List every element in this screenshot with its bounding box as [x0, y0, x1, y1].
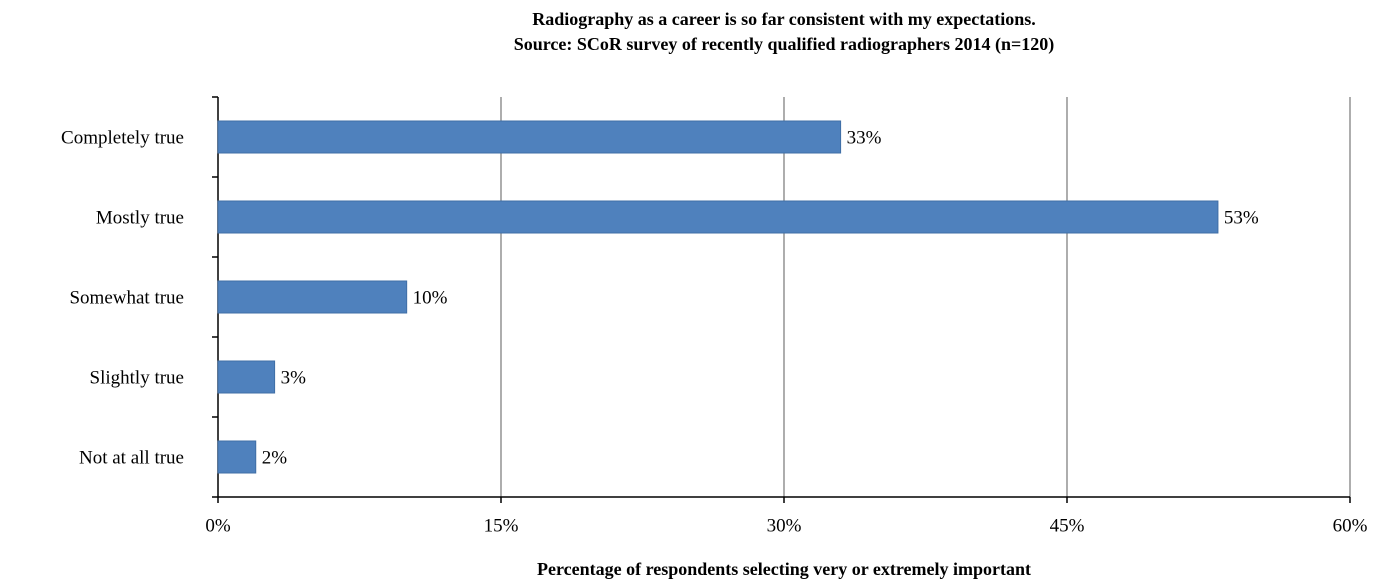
y-tick-label: Completely true	[61, 127, 184, 148]
bar	[217, 120, 842, 154]
x-axis-label: Percentage of respondents selecting very…	[537, 559, 1031, 579]
chart-title: Radiography as a career is so far consis…	[532, 9, 1035, 29]
value-label: 3%	[281, 367, 307, 388]
bar	[217, 280, 408, 314]
x-tick-label: 60%	[1333, 515, 1368, 536]
y-tick-label: Mostly true	[96, 207, 184, 228]
value-label: 53%	[1224, 207, 1259, 228]
bar	[217, 360, 276, 394]
chart-subtitle: Source: SCoR survey of recently qualifie…	[514, 34, 1055, 55]
x-tick-label: 45%	[1050, 515, 1085, 536]
y-tick-label: Somewhat true	[69, 287, 184, 308]
value-label: 33%	[847, 127, 882, 148]
x-tick-label: 0%	[205, 515, 231, 536]
bar	[217, 440, 257, 474]
x-tick-label: 15%	[484, 515, 519, 536]
value-label: 2%	[262, 447, 288, 468]
bar	[217, 200, 1219, 234]
y-tick-label: Not at all true	[79, 447, 184, 468]
y-tick-label: Slightly true	[90, 367, 184, 388]
value-label: 10%	[413, 287, 448, 308]
x-tick-label: 30%	[767, 515, 802, 536]
